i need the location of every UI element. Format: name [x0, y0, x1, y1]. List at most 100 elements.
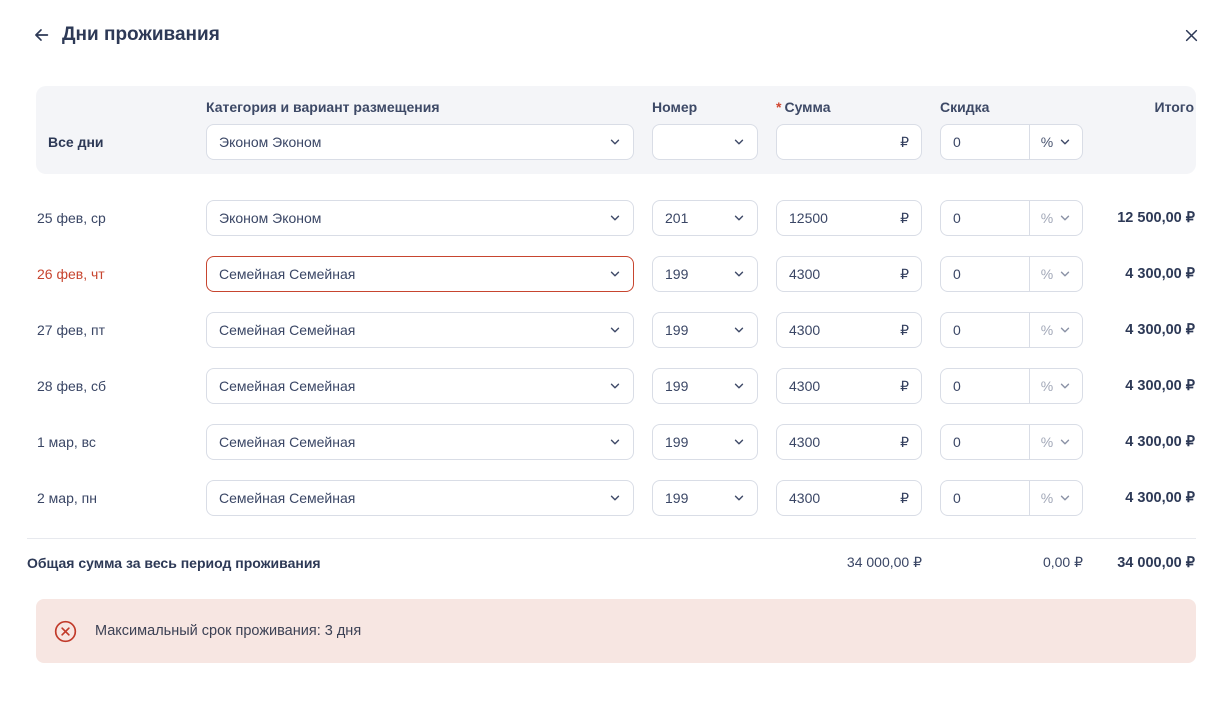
category-select-value: Семейная Семейная	[219, 322, 356, 338]
table-row: 2 мар, пн Семейная Семейная 199 4300 ₽ 0…	[36, 480, 1196, 516]
category-select[interactable]: Эконом Эконом	[206, 200, 634, 236]
summary-amount: 34 000,00 ₽	[846, 554, 922, 570]
room-select[interactable]: 201	[652, 200, 758, 236]
amount-input[interactable]: 4300 ₽	[776, 312, 922, 348]
ruble-sign: ₽	[900, 209, 909, 226]
category-select[interactable]: Семейная Семейная	[206, 312, 634, 348]
discount-input[interactable]: 0 %	[940, 424, 1083, 460]
discount-value: 0	[953, 322, 961, 338]
all-days-category-select[interactable]: Эконом Эконом	[206, 124, 634, 160]
discount-input[interactable]: 0 %	[940, 368, 1083, 404]
chevron-down-icon	[609, 136, 621, 148]
column-header-discount: Скидка	[940, 99, 990, 115]
all-days-label: Все дни	[48, 134, 104, 150]
summary-row: Общая сумма за весь период проживания 34…	[27, 554, 1196, 571]
percent-sign: %	[1040, 210, 1054, 226]
table-row: 1 мар, вс Семейная Семейная 199 4300 ₽ 0…	[36, 424, 1196, 460]
all-days-room-select[interactable]	[652, 124, 758, 160]
discount-value: 0	[953, 378, 961, 394]
amount-value: 4300	[789, 266, 821, 282]
discount-value: 0	[953, 266, 961, 282]
all-days-amount-input[interactable]: ₽	[776, 124, 922, 160]
row-total: 4 300,00 ₽	[1125, 378, 1195, 394]
category-select-value: Эконом Эконом	[219, 210, 322, 226]
chevron-down-icon	[733, 136, 745, 148]
room-select[interactable]: 199	[652, 368, 758, 404]
ruble-sign: ₽	[900, 433, 909, 450]
discount-unit-select[interactable]: %	[1029, 313, 1082, 347]
chevron-down-icon	[1059, 492, 1071, 504]
all-days-row: Все дни Эконом Эконом ₽ 0 %	[36, 124, 1196, 160]
room-select[interactable]: 199	[652, 480, 758, 516]
column-header-category: Категория и вариант размещения	[206, 99, 440, 115]
category-select-value: Семейная Семейная	[219, 434, 356, 450]
chevron-down-icon	[733, 436, 745, 448]
table-row: 27 фев, пт Семейная Семейная 199 4300 ₽ …	[36, 312, 1196, 348]
ruble-sign: ₽	[900, 133, 909, 150]
summary-label: Общая сумма за весь период проживания	[27, 554, 321, 571]
modal-header: Дни проживания	[0, 0, 1232, 48]
category-select[interactable]: Семейная Семейная	[206, 480, 634, 516]
room-select[interactable]: 199	[652, 424, 758, 460]
category-select-value: Семейная Семейная	[219, 378, 356, 394]
discount-unit-select[interactable]: %	[1029, 201, 1082, 235]
error-message: Максимальный срок проживания: 3 дня	[95, 623, 362, 639]
category-select[interactable]: Семейная Семейная	[206, 256, 634, 292]
discount-unit-select[interactable]: %	[1029, 425, 1082, 459]
percent-sign: %	[1040, 434, 1054, 450]
day-label: 28 фев, сб	[37, 378, 107, 394]
row-total: 4 300,00 ₽	[1125, 266, 1195, 282]
close-icon	[1185, 29, 1198, 41]
room-select[interactable]: 199	[652, 312, 758, 348]
amount-input[interactable]: 4300 ₽	[776, 480, 922, 516]
room-select-value: 199	[665, 378, 689, 394]
amount-input[interactable]: 4300 ₽	[776, 368, 922, 404]
all-days-discount-input[interactable]: 0 %	[940, 124, 1083, 160]
chevron-down-icon	[733, 268, 745, 280]
percent-sign: %	[1040, 266, 1054, 282]
discount-input[interactable]: 0 %	[940, 256, 1083, 292]
discount-value: 0	[953, 490, 961, 506]
percent-sign: %	[1040, 490, 1054, 506]
table-row: 25 фев, ср Эконом Эконом 201 12500 ₽ 0 %	[36, 200, 1196, 236]
discount-input[interactable]: 0 %	[940, 480, 1083, 516]
category-select[interactable]: Семейная Семейная	[206, 424, 634, 460]
arrow-left-icon	[35, 29, 49, 41]
discount-unit-select[interactable]: %	[1029, 257, 1082, 291]
modal-content: Категория и вариант размещения Номер * Су…	[0, 86, 1232, 663]
amount-value: 4300	[789, 322, 821, 338]
amount-input[interactable]: 12500 ₽	[776, 200, 922, 236]
day-label: 25 фев, ср	[37, 210, 106, 226]
chevron-down-icon	[609, 324, 621, 336]
day-rows: 25 фев, ср Эконом Эконом 201 12500 ₽ 0 %	[36, 200, 1196, 516]
amount-input[interactable]: 4300 ₽	[776, 256, 922, 292]
chevron-down-icon	[609, 436, 621, 448]
chevron-down-icon	[1059, 136, 1071, 148]
column-header-room: Номер	[652, 99, 698, 115]
ruble-sign: ₽	[900, 377, 909, 394]
error-banner: Максимальный срок проживания: 3 дня	[36, 599, 1196, 663]
room-select[interactable]: 199	[652, 256, 758, 292]
error-circle-icon	[54, 620, 77, 643]
discount-unit-select[interactable]: %	[1029, 125, 1082, 159]
summary-total: 34 000,00 ₽	[1117, 554, 1195, 571]
back-button[interactable]	[28, 22, 54, 48]
amount-input[interactable]: 4300 ₽	[776, 424, 922, 460]
ruble-sign: ₽	[900, 321, 909, 338]
required-asterisk: *	[776, 99, 782, 115]
discount-value: 0	[953, 434, 961, 450]
percent-sign: %	[1040, 134, 1054, 150]
room-select-value: 199	[665, 322, 689, 338]
discount-unit-select[interactable]: %	[1029, 369, 1082, 403]
chevron-down-icon	[733, 212, 745, 224]
column-headers: Категория и вариант размещения Номер * Су…	[36, 99, 1196, 115]
discount-unit-select[interactable]: %	[1029, 481, 1082, 515]
close-button[interactable]	[1181, 25, 1202, 46]
category-select[interactable]: Семейная Семейная	[206, 368, 634, 404]
amount-value: 12500	[789, 210, 828, 226]
discount-input[interactable]: 0 %	[940, 312, 1083, 348]
percent-sign: %	[1040, 378, 1054, 394]
summary-divider	[27, 538, 1196, 539]
chevron-down-icon	[1059, 380, 1071, 392]
discount-input[interactable]: 0 %	[940, 200, 1083, 236]
